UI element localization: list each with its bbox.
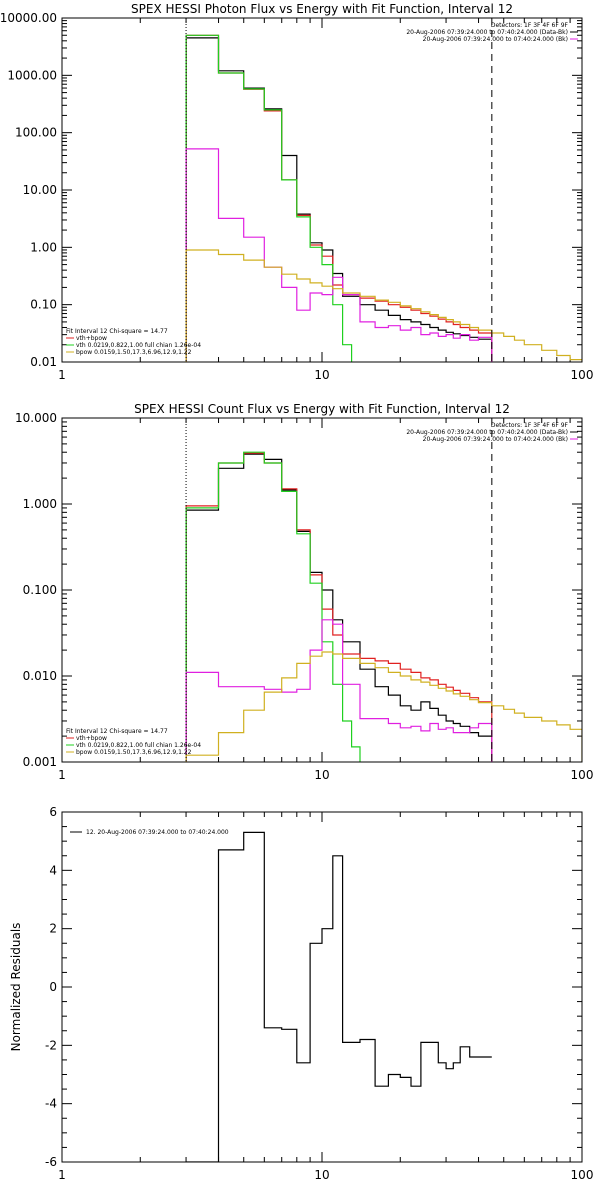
y-tick-label: 2	[49, 922, 57, 936]
series-1-line	[185, 37, 493, 362]
y-tick-label: 0.10	[30, 298, 57, 312]
legend-bottom-left-text: Fit Interval 12 Chi-square = 14.77	[66, 328, 168, 335]
y-tick-label: 1.00	[30, 240, 57, 254]
series-group	[186, 831, 492, 1162]
y-tick-label: 10.00	[23, 183, 57, 197]
legend-bottom-left-text: vth 0.0219,0.822,1.00 full chian 1.26e-0…	[76, 742, 201, 749]
y-tick-label: 100.00	[15, 126, 57, 140]
y-tick-label: -4	[45, 1097, 57, 1111]
legend-bottom-left-text: vth+bpow	[76, 735, 107, 742]
legend-top-right-text: Detectors: 1F 3F 4F 6F 9F	[491, 22, 569, 29]
plot-frame	[61, 811, 583, 1163]
series-group	[185, 34, 582, 362]
y-tick-label: 1.000	[23, 497, 57, 511]
plot-frame	[61, 17, 583, 363]
y-tick-label: 0.001	[23, 755, 57, 769]
y-tick-label: 0.100	[23, 583, 57, 597]
chart-title: SPEX HESSI Count Flux vs Energy with Fit…	[134, 402, 510, 416]
x-tick-label: 100	[571, 1168, 594, 1182]
x-tick-label: 100	[571, 368, 594, 382]
plot-frame	[61, 417, 583, 763]
legend-bottom-left-text: bpow 0.0159,1.50,17.3,6.96,12.9,1.22	[76, 349, 192, 356]
y-tick-label: 10.000	[15, 411, 57, 425]
legend-top-right-text: 20-Aug-2006 07:39:24.000 to 07:40:24.000…	[423, 436, 568, 443]
chart-3: Normalized Residuals 1 10 100 -6 -4 -2 0 2 4 6 12. …	[9, 805, 593, 1182]
y-tick-label: 6	[49, 805, 57, 819]
series-5-line	[185, 651, 582, 762]
y-tick-label: 0.01	[30, 355, 57, 369]
series-1-line	[185, 453, 493, 762]
legend-bottom-left-text: vth+bpow	[76, 335, 107, 342]
legend-top-right-text: 20-Aug-2006 07:39:24.000 to 07:40:24.000…	[423, 36, 568, 43]
x-tick-label: 1	[58, 368, 66, 382]
x-tick-label: 1	[58, 768, 66, 782]
legend-bottom-left-text: Fit Interval 12 Chi-square = 14.77	[66, 728, 168, 735]
x-tick-label: 100	[571, 768, 594, 782]
series-1-line	[186, 831, 492, 1162]
legend-top-left-text: 12. 20-Aug-2006 07:39:24.000 to 07:40:24…	[86, 829, 229, 836]
legend-top-right-text: 20-Aug-2006 07:39:24.000 to 07:40:24.000…	[406, 429, 568, 436]
series-group	[185, 451, 582, 762]
legend-bottom-left-text: bpow 0.0159,1.50,17.3,6.96,12.9,1.22	[76, 749, 192, 756]
y-axis-label: Normalized Residuals	[9, 923, 23, 1052]
legend-top-right-text: Detectors: 1F 3F 4F 6F 9F	[491, 422, 569, 429]
y-tick-label: 0.010	[23, 669, 57, 683]
x-tick-label: 10	[314, 768, 329, 782]
legend-bottom-left-text: vth 0.0219,0.822,1.00 full chian 1.26e-0…	[76, 342, 201, 349]
series-3-line	[185, 451, 361, 762]
y-tick-label: 4	[49, 863, 57, 877]
legend-top-right-text: 20-Aug-2006 07:39:24.000 to 07:40:24.000…	[406, 29, 568, 36]
y-tick-label: 0	[49, 980, 57, 994]
x-tick-label: 1	[58, 1168, 66, 1182]
y-tick-label: -2	[45, 1038, 57, 1052]
y-tick-label: -6	[45, 1155, 57, 1169]
chart-2: SPEX HESSI Count Flux vs Energy with Fit…	[15, 402, 593, 782]
chart-1: SPEX HESSI Photon Flux vs Energy with Fi…	[0, 2, 593, 382]
series-5-line	[185, 249, 582, 362]
x-tick-label: 10	[314, 368, 329, 382]
x-tick-label: 10	[314, 1168, 329, 1182]
series-3-line	[185, 34, 353, 362]
y-tick-label: 1000.00	[7, 68, 57, 82]
chart-title: SPEX HESSI Photon Flux vs Energy with Fi…	[131, 2, 513, 16]
series-2-line	[185, 34, 493, 362]
y-tick-label: 10000.00	[0, 11, 57, 25]
